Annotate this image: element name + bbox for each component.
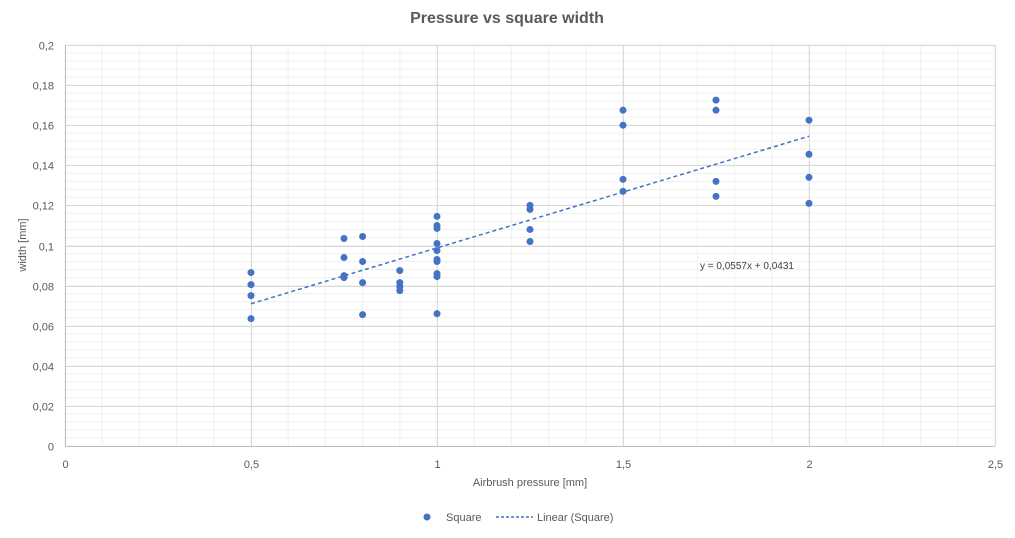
trendline-group bbox=[250, 135, 810, 305]
data-point bbox=[526, 225, 534, 233]
data-point bbox=[619, 175, 627, 183]
data-point bbox=[433, 224, 441, 232]
x-tick-label: 1,5 bbox=[616, 459, 631, 471]
data-point bbox=[805, 199, 813, 207]
data-point bbox=[433, 247, 441, 255]
data-point bbox=[433, 258, 441, 266]
data-point bbox=[526, 205, 534, 213]
data-point bbox=[359, 279, 367, 287]
data-point bbox=[359, 311, 367, 319]
x-tick-label: 0 bbox=[62, 459, 68, 471]
y-axis-title: width [mm] bbox=[17, 218, 29, 272]
data-point bbox=[712, 96, 720, 104]
y-tick-label: 0,06 bbox=[33, 322, 54, 334]
data-point bbox=[396, 267, 404, 275]
chart-title: Pressure vs square width bbox=[410, 10, 604, 27]
x-tick-label: 2,5 bbox=[988, 459, 1003, 471]
y-tick-label: 0,18 bbox=[33, 81, 54, 93]
legend-label-square: Square bbox=[446, 512, 481, 524]
y-tick-label: 0,16 bbox=[33, 121, 54, 133]
x-axis-tick-labels: 0 0,5 1 1,5 2 2,5 bbox=[62, 459, 1003, 471]
y-tick-label: 0,2 bbox=[39, 41, 54, 53]
x-tick-label: 1 bbox=[434, 459, 440, 471]
y-tick-label: 0 bbox=[48, 442, 54, 454]
y-tick-label: 0,14 bbox=[33, 161, 54, 173]
data-point bbox=[805, 116, 813, 124]
y-tick-label: 0,08 bbox=[33, 282, 54, 294]
trendline-equation: y = 0,0557x + 0,0431 bbox=[700, 261, 794, 272]
data-point bbox=[359, 232, 367, 240]
data-point bbox=[805, 150, 813, 158]
y-tick-label: 0,02 bbox=[33, 402, 54, 414]
data-point bbox=[340, 234, 348, 242]
data-point bbox=[619, 121, 627, 129]
data-point bbox=[340, 274, 348, 282]
data-point bbox=[247, 269, 255, 277]
data-point bbox=[433, 239, 441, 247]
y-tick-label: 0,04 bbox=[33, 362, 54, 374]
data-point bbox=[359, 258, 367, 266]
data-point bbox=[712, 106, 720, 114]
data-point bbox=[526, 237, 534, 245]
data-point bbox=[247, 292, 255, 300]
data-point bbox=[433, 310, 441, 318]
data-point bbox=[396, 287, 404, 295]
data-point bbox=[619, 106, 627, 114]
legend: Square Linear (Square) bbox=[423, 512, 613, 524]
x-axis-title: Airbrush pressure [mm] bbox=[473, 477, 587, 489]
y-tick-label: 0,12 bbox=[33, 201, 54, 213]
data-point bbox=[712, 192, 720, 200]
data-point bbox=[247, 281, 255, 289]
y-tick-label: 0,1 bbox=[39, 242, 54, 254]
data-point bbox=[340, 254, 348, 262]
legend-marker-square bbox=[423, 513, 431, 521]
trendline bbox=[250, 135, 810, 305]
minor-gridlines bbox=[64, 44, 996, 447]
data-point bbox=[805, 173, 813, 181]
data-point bbox=[247, 315, 255, 323]
data-point bbox=[712, 177, 720, 185]
legend-label-trendline: Linear (Square) bbox=[537, 512, 613, 524]
data-point bbox=[619, 187, 627, 195]
y-axis-tick-labels: 0 0,02 0,04 0,06 0,08 0,1 0,12 0,14 0,16 0,18 0,2 bbox=[33, 41, 54, 454]
data-points bbox=[247, 96, 813, 323]
data-point bbox=[433, 273, 441, 281]
data-point bbox=[433, 212, 441, 220]
x-tick-label: 2 bbox=[806, 459, 812, 471]
x-tick-label: 0,5 bbox=[244, 459, 259, 471]
